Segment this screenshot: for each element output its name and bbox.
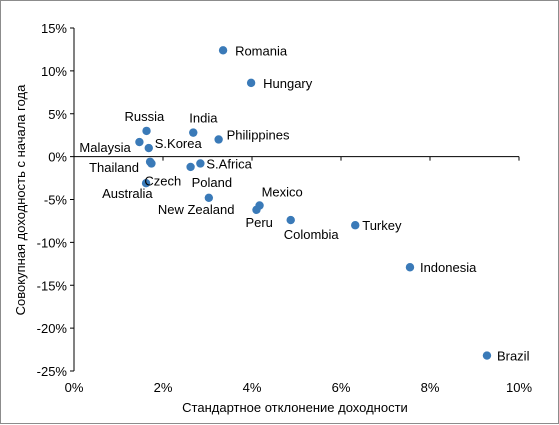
point-label: Czech [144, 173, 181, 188]
point-label: S.Africa [206, 156, 252, 171]
data-point [204, 193, 214, 202]
data-point [189, 128, 198, 137]
point-label: India [189, 111, 218, 126]
point-label: Indonesia [420, 260, 477, 275]
y-tick-label: 5% [48, 107, 67, 122]
data-point [405, 263, 415, 272]
point-label: Thailand [89, 160, 139, 175]
x-tick-label: 2% [154, 380, 173, 395]
y-tick-label: -25% [37, 364, 68, 379]
point-label: Russia [125, 109, 166, 124]
point-label: Romania [235, 43, 288, 58]
y-tick-label: -20% [37, 321, 68, 336]
data-point [218, 46, 228, 55]
data-point [214, 135, 223, 144]
data-point [142, 126, 151, 136]
data-point [252, 205, 261, 214]
y-axis-title: Совокупная доходность с начала года [13, 84, 28, 315]
point-label: Peru [245, 215, 272, 230]
data-point [147, 159, 156, 168]
point-label: Mexico [262, 185, 303, 200]
data-point [286, 215, 295, 225]
x-tick-label: 6% [332, 380, 351, 395]
data-point [186, 162, 195, 172]
point-labels: Romania Hungary India Philippines Russia Mala… [79, 43, 529, 363]
data-point [351, 221, 360, 230]
point-label: Philippines [227, 127, 290, 142]
data-point [246, 78, 256, 88]
data-point [482, 351, 492, 360]
point-label: Poland [192, 175, 232, 190]
point-label: Brazil [497, 349, 530, 364]
point-label: Hungary [263, 76, 313, 91]
data-point [135, 137, 144, 147]
data-point [144, 143, 153, 153]
x-tick-label: 4% [243, 380, 262, 395]
y-tick-label: 10% [41, 64, 67, 79]
y-tick-label: -5% [44, 193, 68, 208]
y-tick-label: -10% [37, 235, 68, 250]
y-tick-label: 0% [48, 150, 67, 165]
y-tick-label: -15% [37, 278, 68, 293]
point-label: Turkey [362, 218, 402, 233]
data-point [141, 179, 151, 188]
point-label: Malaysia [79, 140, 131, 155]
x-axis-title: Стандартное отклонение доходности [182, 400, 408, 415]
x-tick-label: 10% [506, 380, 532, 395]
point-label: New Zealand [158, 202, 235, 217]
data-point [196, 159, 205, 168]
axes: 15%10%5%0%-5%-10%-15%-20%-25%0% 2% 4% 6% 8% 1… [37, 21, 533, 395]
point-label: Colombia [284, 227, 340, 242]
y-tick-label: 15% [41, 21, 67, 36]
point-label: S.Korea [155, 136, 203, 151]
data-points [135, 46, 492, 360]
x-tick-label: 8% [421, 380, 440, 395]
point-label: Australia [102, 186, 153, 201]
x-tick-label: 0% [65, 380, 84, 395]
